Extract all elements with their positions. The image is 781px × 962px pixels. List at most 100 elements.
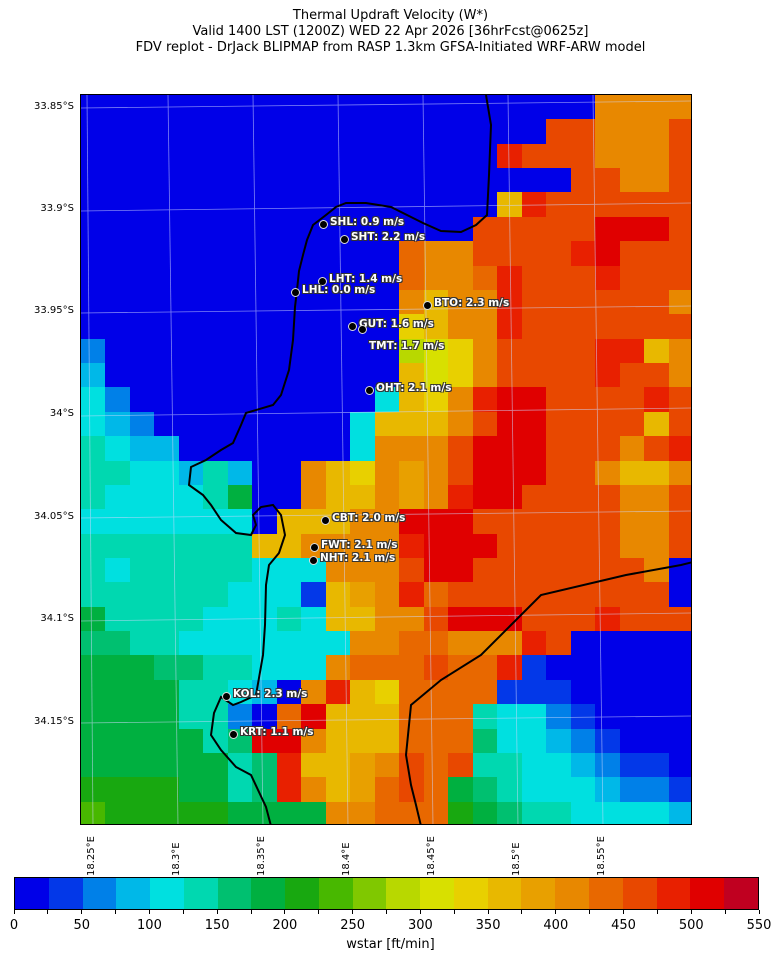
heatmap-cell — [105, 631, 131, 656]
x-tick-label: 18.4°E — [341, 842, 352, 876]
heatmap-cell — [350, 168, 376, 193]
station-marker-tmt-icon[interactable] — [358, 325, 367, 334]
heatmap-cell — [203, 533, 229, 559]
station-marker-fwt-icon[interactable] — [310, 543, 319, 552]
heatmap-cell — [619, 631, 645, 656]
heatmap-cell — [325, 801, 351, 824]
heatmap-cell — [448, 801, 474, 824]
heatmap-cell — [154, 143, 180, 169]
heatmap-cell — [644, 777, 669, 803]
heatmap-cell — [350, 484, 376, 510]
heatmap-cell — [546, 533, 572, 559]
station-marker-gut-icon[interactable] — [348, 322, 357, 331]
heatmap-cell — [497, 484, 523, 510]
heatmap-cell — [570, 460, 596, 486]
y-tick-label: 34.05°S — [34, 511, 74, 522]
station-marker-cbt-icon[interactable] — [321, 516, 330, 525]
station-marker-krt-icon[interactable] — [229, 730, 238, 739]
heatmap-cell — [668, 436, 691, 461]
station-marker-shl-icon[interactable] — [319, 220, 328, 229]
heatmap-cell — [154, 557, 180, 583]
heatmap-cell — [546, 95, 572, 120]
heatmap-cell — [374, 728, 400, 754]
heatmap-cell — [423, 95, 449, 120]
colorbar-tick-label: 450 — [611, 918, 636, 933]
heatmap-cell — [644, 95, 669, 120]
colorbar-tick-mark — [148, 910, 150, 914]
heatmap-cell — [521, 777, 547, 803]
heatmap-cell — [619, 777, 645, 803]
heatmap-cell — [227, 679, 253, 705]
station-marker-sht-icon[interactable] — [340, 235, 349, 244]
station-marker-oht-icon[interactable] — [365, 386, 374, 395]
heatmap-cell — [154, 289, 180, 315]
heatmap-cell — [227, 655, 253, 681]
heatmap-cell — [521, 509, 547, 535]
heatmap-cell — [252, 752, 278, 778]
heatmap-cell — [595, 752, 621, 778]
heatmap-cell — [276, 509, 302, 535]
heatmap-cell — [595, 216, 621, 242]
heatmap-cell — [399, 484, 425, 510]
heatmap-cell — [178, 119, 204, 145]
heatmap-cell — [619, 533, 645, 559]
heatmap-cell — [276, 631, 302, 656]
station-label-tmt: TMT: 1.7 m/s — [369, 340, 445, 352]
heatmap-cell — [521, 704, 547, 730]
colorbar-tick-mark — [115, 910, 117, 914]
colorbar-swatch — [82, 878, 117, 909]
heatmap-cell — [668, 192, 691, 218]
heatmap-cell — [472, 777, 498, 803]
station-marker-lhl-icon[interactable] — [291, 288, 300, 297]
heatmap-cell — [521, 241, 547, 267]
colorbar-tick-mark — [521, 910, 523, 914]
heatmap-cell — [325, 752, 351, 778]
heatmap-cell — [154, 216, 180, 242]
colorbar-swatch — [15, 878, 49, 909]
heatmap-cell — [81, 777, 106, 803]
heatmap-cell — [105, 679, 131, 705]
heatmap-cell — [301, 582, 327, 608]
heatmap-cell — [301, 387, 327, 413]
heatmap-cell — [644, 728, 669, 754]
heatmap-cell — [129, 314, 155, 340]
heatmap-cell — [497, 557, 523, 583]
heatmap-cell — [350, 801, 376, 824]
heatmap-cell — [595, 606, 621, 632]
heatmap-cell — [252, 241, 278, 267]
heatmap-cell — [227, 216, 253, 242]
heatmap-cell — [448, 168, 474, 193]
heatmap-cell — [178, 582, 204, 608]
heatmap-cell — [668, 679, 691, 705]
heatmap-cell — [350, 752, 376, 778]
heatmap-cell — [644, 411, 669, 437]
heatmap-cell — [497, 704, 523, 730]
heatmap-cell — [252, 777, 278, 803]
station-marker-lht-icon[interactable] — [318, 277, 327, 286]
heatmap-cell — [252, 95, 278, 120]
heatmap-cell — [154, 704, 180, 730]
heatmap-cell — [497, 119, 523, 145]
heatmap-cell — [448, 606, 474, 632]
heatmap-cell — [154, 533, 180, 559]
heatmap-cell — [374, 363, 400, 388]
colorbar-tick-mark — [656, 910, 658, 914]
heatmap-cell — [129, 338, 155, 364]
heatmap-cell — [668, 752, 691, 778]
station-marker-nht-icon[interactable] — [309, 556, 318, 565]
heatmap-cell — [399, 655, 425, 681]
colorbar-tick-label: 500 — [678, 918, 704, 933]
x-tick-label: 18.45°E — [426, 836, 437, 876]
colorbar-tick-mark — [47, 910, 49, 914]
heatmap-cell — [619, 338, 645, 364]
colorbar-swatch — [386, 878, 421, 909]
heatmap-cell — [374, 752, 400, 778]
heatmap-cell — [374, 216, 400, 242]
station-marker-kol-icon[interactable] — [222, 692, 231, 701]
heatmap-cell — [227, 460, 253, 486]
heatmap-cell — [644, 509, 669, 535]
station-marker-bto-icon[interactable] — [423, 301, 432, 310]
heatmap-cell — [546, 460, 572, 486]
colorbar-tick-mark — [487, 910, 489, 914]
heatmap-cell — [178, 265, 204, 291]
